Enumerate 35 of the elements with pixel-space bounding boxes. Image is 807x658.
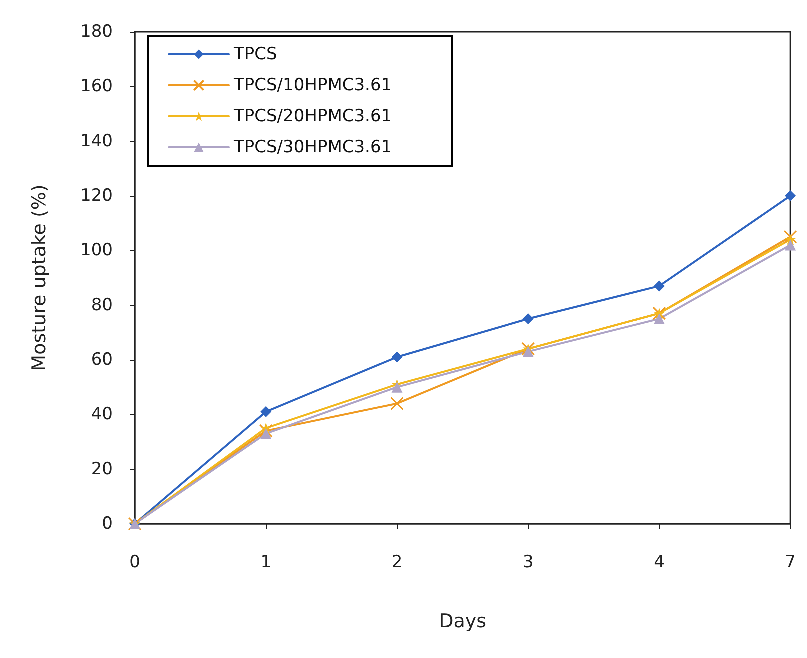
y-axis-title: Mosture uptake (%): [28, 184, 50, 372]
x-axis-title: Days: [439, 610, 487, 632]
y-tick-label: 80: [91, 295, 113, 316]
x-tick-label: 1: [260, 552, 272, 572]
point: [785, 240, 796, 251]
y-tick-label: 40: [91, 404, 113, 425]
legend-label: TPCS/20HPMC3.61: [233, 106, 392, 126]
point: [260, 428, 272, 440]
y-tick-label: 140: [80, 131, 113, 152]
point: [522, 314, 534, 324]
y-tick-label: 100: [80, 240, 113, 261]
y-tick-label: 0: [102, 514, 113, 534]
y-tick-label: 120: [80, 186, 113, 206]
point: [784, 230, 798, 244]
legend-label: TPCS/10HPMC3.61: [233, 76, 392, 96]
legend-label: TPCS: [233, 44, 278, 64]
point: [259, 424, 273, 438]
x-tick-label: 2: [392, 552, 403, 572]
y-tick-label: 180: [80, 22, 113, 42]
y-tick-label: 20: [91, 459, 113, 480]
point: [522, 346, 534, 358]
x-tick-label: 0: [130, 552, 140, 572]
y-tick-label: 160: [80, 76, 113, 97]
x-tick-label: 3: [522, 552, 534, 572]
point: [392, 352, 403, 363]
x-tick-label: 4: [654, 552, 665, 572]
point: [260, 406, 272, 418]
point: [785, 190, 796, 202]
point: [392, 382, 403, 393]
point: [654, 314, 665, 324]
point: [654, 280, 665, 292]
x-tick-label: 7: [785, 552, 796, 572]
y-tick-label: 60: [91, 350, 113, 370]
legend-label: TPCS/30HPMC3.61: [233, 138, 392, 158]
point: [390, 396, 404, 410]
